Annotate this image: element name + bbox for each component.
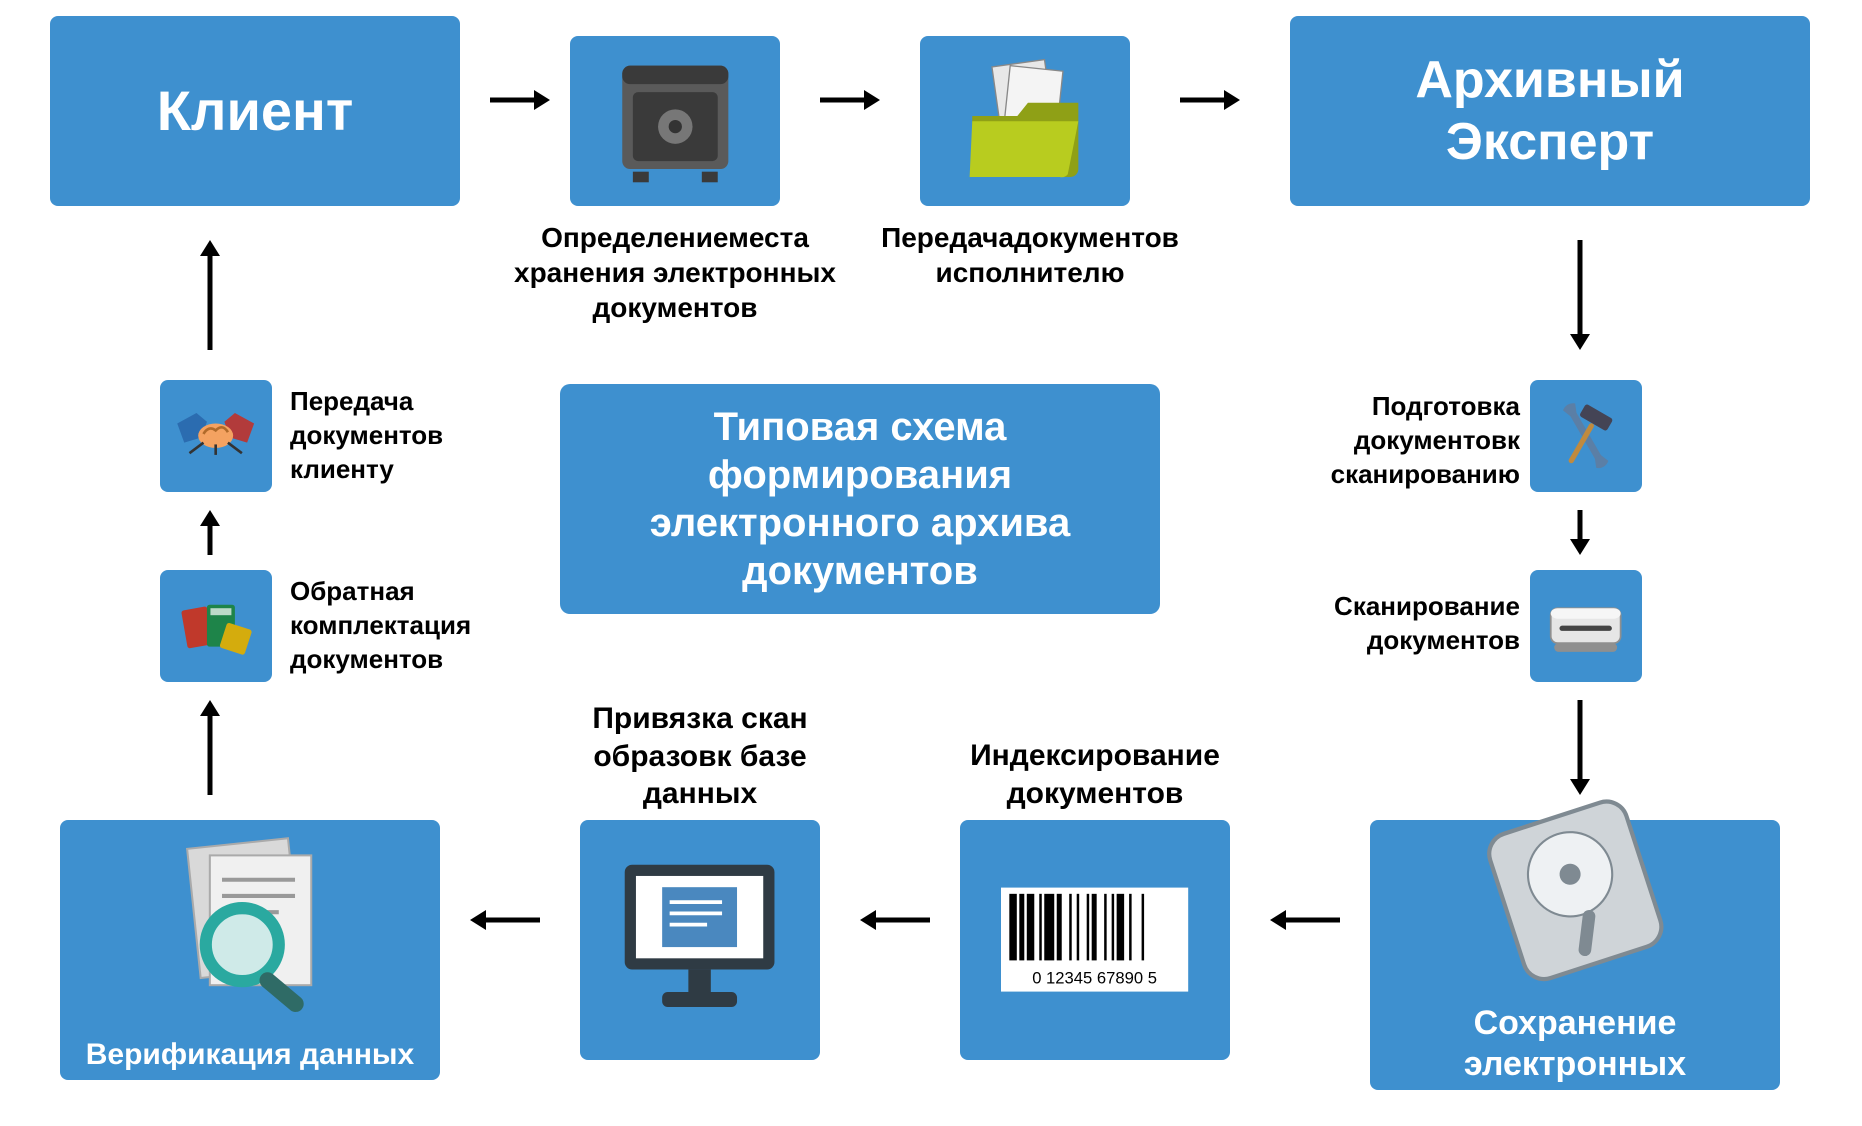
arrow-5 bbox=[1560, 700, 1600, 795]
arrow-2 bbox=[1180, 80, 1240, 120]
node-link-db bbox=[580, 820, 820, 1060]
node-client-label: Клиент bbox=[157, 77, 354, 144]
node-transfer-exec bbox=[920, 36, 1130, 206]
scanner-icon bbox=[1542, 582, 1629, 669]
arrow-7 bbox=[860, 900, 930, 940]
arrow-8 bbox=[470, 900, 540, 940]
node-verify-label: Верификация данных bbox=[86, 1037, 415, 1073]
node-storage-caption: Определениеместа хранения электронных до… bbox=[500, 220, 850, 325]
node-indexing-caption: Индексирование документов bbox=[940, 737, 1250, 812]
safe-icon bbox=[609, 55, 742, 188]
node-verify: Верификация данных bbox=[60, 820, 440, 1080]
flowchart-canvas: Типовая схема формирования электронного … bbox=[0, 0, 1862, 1104]
tools-icon bbox=[1542, 392, 1629, 479]
arrow-9 bbox=[190, 700, 230, 795]
node-expert: Архивный Эксперт bbox=[1290, 16, 1810, 206]
monitor-doc-icon bbox=[606, 846, 793, 1033]
barcode-icon: 0 12345 67890 5 bbox=[1001, 846, 1188, 1033]
node-recompile bbox=[160, 570, 272, 682]
folder-docs-icon bbox=[959, 55, 1092, 188]
arrow-1 bbox=[820, 80, 880, 120]
arrow-6 bbox=[1270, 900, 1340, 940]
node-scan-side-caption: Сканирование документов bbox=[1300, 590, 1520, 658]
center-title: Типовая схема формирования электронного … bbox=[560, 384, 1160, 614]
svg-text:0 12345 67890 5: 0 12345 67890 5 bbox=[1033, 969, 1158, 988]
books-icon bbox=[172, 582, 259, 669]
arrow-11 bbox=[190, 240, 230, 350]
node-expert-label: Архивный Эксперт bbox=[1415, 49, 1684, 174]
arrow-4 bbox=[1560, 510, 1600, 555]
node-link-db-caption: Привязка скан образовк базе данных bbox=[540, 700, 860, 813]
node-deliver-client bbox=[160, 380, 272, 492]
node-save-edoc: Сохранение электронных документов bbox=[1370, 820, 1780, 1090]
node-transfer-exec-caption: Передачадокументов исполнителю bbox=[870, 220, 1190, 290]
center-title-text: Типовая схема формирования электронного … bbox=[650, 403, 1070, 595]
handshake-icon bbox=[172, 392, 259, 479]
arrow-3 bbox=[1560, 240, 1600, 350]
node-indexing: 0 12345 67890 5 bbox=[960, 820, 1230, 1060]
node-recompile-side-caption: Обратная комплектация документов bbox=[290, 575, 520, 676]
node-deliver-client-side-caption: Передача документов клиенту bbox=[290, 385, 520, 486]
node-client: Клиент bbox=[50, 16, 460, 206]
node-save-edoc-label: Сохранение электронных документов bbox=[1464, 1003, 1686, 1125]
node-prep-scan-side-caption: Подготовка документовк сканированию bbox=[1300, 390, 1520, 491]
node-storage bbox=[570, 36, 780, 206]
node-scan bbox=[1530, 570, 1642, 682]
doc-magnify-icon bbox=[149, 827, 352, 1030]
node-prep-scan bbox=[1530, 380, 1642, 492]
hdd-icon bbox=[1470, 785, 1681, 996]
arrow-0 bbox=[490, 80, 550, 120]
arrow-10 bbox=[190, 510, 230, 555]
